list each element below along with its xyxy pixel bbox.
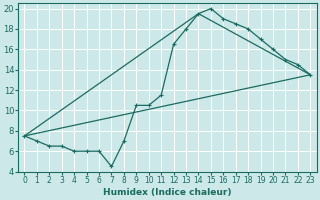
X-axis label: Humidex (Indice chaleur): Humidex (Indice chaleur) (103, 188, 232, 197)
